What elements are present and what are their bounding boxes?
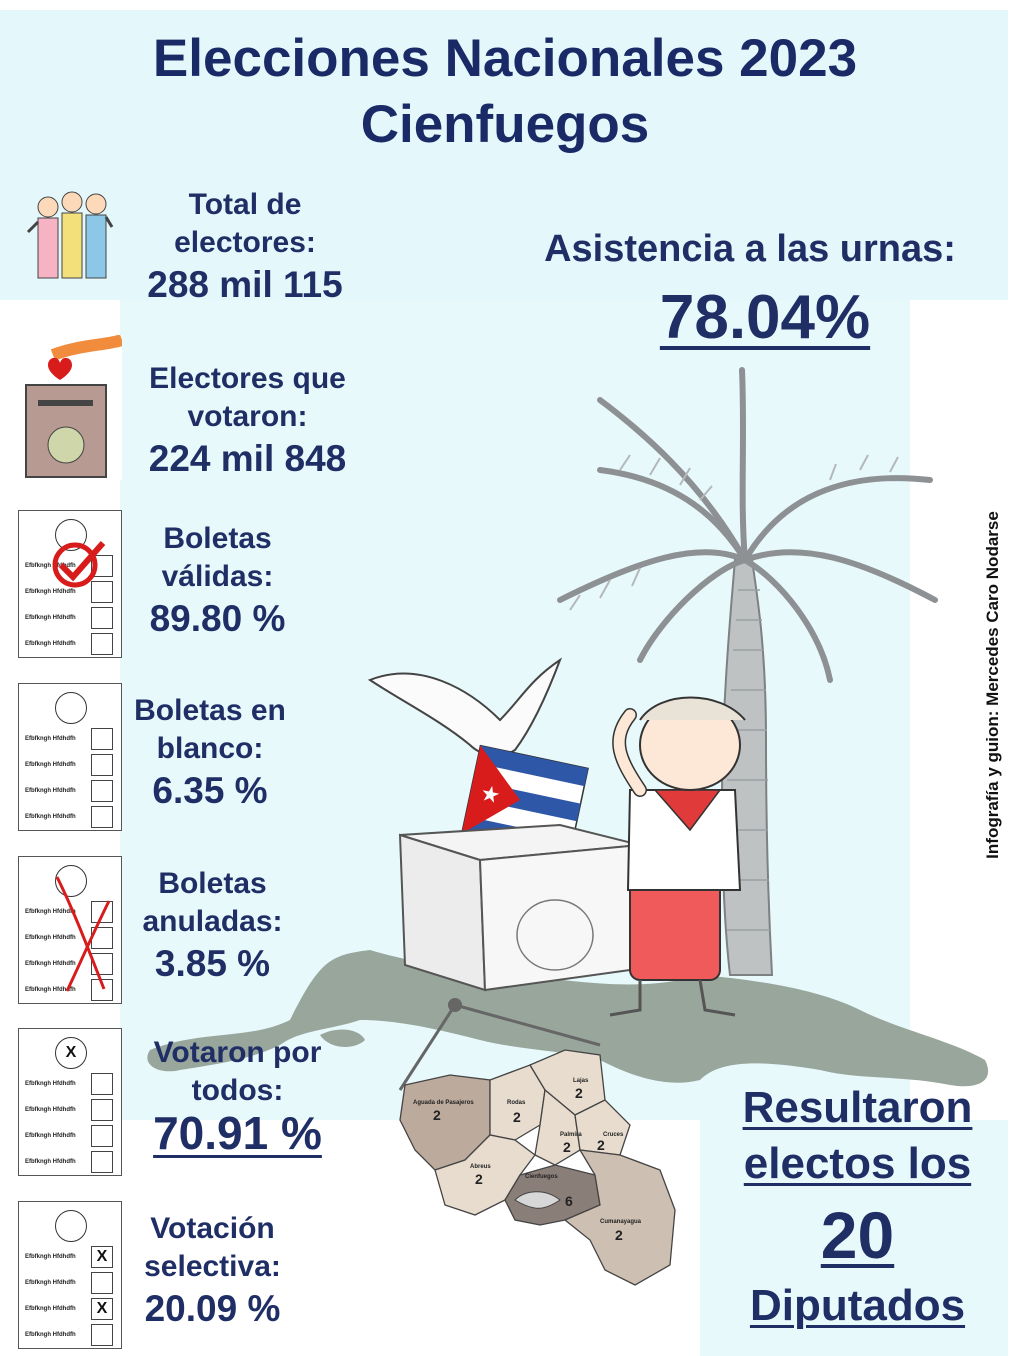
dove (367, 657, 563, 757)
stat-blank-value: 6.35 % (152, 770, 268, 811)
red-check-icon (52, 541, 106, 588)
stat-selective-value: 20.09 % (144, 1288, 281, 1329)
stat-total-electors: Total de electores: 288 mil 115 (120, 186, 370, 308)
palm-fronds (557, 367, 938, 683)
stat-blank-ballots: Boletas en blanco: 6.35 % (125, 692, 295, 814)
svg-text:2: 2 (615, 1227, 623, 1243)
attendance-value: 78.04% (659, 283, 871, 352)
red-cross-icon (55, 876, 111, 992)
pioneer-boy (609, 696, 746, 1017)
page-title: Elecciones Nacionales 2023 Cienfuegos (0, 26, 1010, 158)
stat-voted-all: Votaron por todos: 70.91 % (135, 1034, 340, 1156)
title-line-1: Elecciones Nacionales 2023 (152, 29, 858, 88)
stat-valid-value: 89.80 % (149, 598, 286, 639)
svg-text:2: 2 (433, 1107, 441, 1123)
result-line-1: Resultaron (742, 1083, 973, 1132)
electors-people-icon (18, 172, 122, 300)
svg-text:Abreus: Abreus (470, 1164, 491, 1170)
ballot-box-icon (18, 335, 122, 480)
stat-voters: Electores que votaron: 224 mil 848 (120, 360, 375, 482)
stat-voters-label: Electores que votaron: (149, 362, 346, 433)
svg-text:2: 2 (475, 1171, 483, 1187)
ballot-valid-icon: Efbfkngh Hfdhdfh Efbfkngh Hfdhdfh Efbfkn… (18, 510, 122, 658)
attendance-label: Asistencia a las urnas: (544, 228, 956, 270)
ballot-annulled-icon: Efbfkngh Hfdhdfh Efbfkngh Hfdhdfh Efbfkn… (18, 856, 122, 1004)
svg-text:2: 2 (597, 1137, 605, 1153)
result-line-2: electos los (743, 1139, 972, 1188)
svg-text:Cumanayagua: Cumanayagua (600, 1219, 642, 1225)
ballot-all-icon: X Efbfkngh Hfdhdfh Efbfkngh Hfdhdfh Efbf… (18, 1028, 122, 1176)
credit-text: Infografía y guion: Mercedes Caro Nodars… (983, 511, 1002, 859)
credit-vertical: Infografía y guion: Mercedes Caro Nodars… (978, 490, 1008, 880)
svg-text:Cienfuegos: Cienfuegos (525, 1174, 558, 1180)
svg-text:Palmira: Palmira (560, 1132, 582, 1138)
svg-text:Lajas: Lajas (573, 1078, 589, 1084)
svg-text:Aguada de Pasajeros: Aguada de Pasajeros (413, 1100, 474, 1106)
stat-valid-label: Boletas válidas: (161, 522, 274, 593)
svg-text:2: 2 (513, 1109, 521, 1125)
map-cruces (574, 1099, 631, 1156)
svg-text:Rodas: Rodas (507, 1100, 526, 1106)
cienfuegos-map: Aguada de Pasajeros 2 Rodas 2 Lajas 2 Pa… (399, 1049, 676, 1286)
stat-blank-label: Boletas en blanco: (134, 694, 286, 765)
result-number: 20 (820, 1198, 895, 1272)
stat-annulled-label: Boletas anuladas: (142, 867, 283, 938)
map-cumanayagua (563, 1149, 676, 1286)
stat-selective: Votación selectiva: 20.09 % (130, 1210, 295, 1332)
stat-selective-label: Votación selectiva: (144, 1212, 281, 1283)
svg-text:2: 2 (563, 1139, 571, 1155)
stat-annulled-ballots: Boletas anuladas: 3.85 % (130, 865, 295, 987)
ballot-blank-icon: Efbfkngh Hfdhdfh Efbfkngh Hfdhdfh Efbfkn… (18, 683, 122, 831)
svg-text:6: 6 (565, 1193, 573, 1209)
result-background (700, 1120, 1008, 1356)
header-background (0, 10, 1008, 300)
ballot-selective-icon: Efbfkngh Hfdhdfh X Efbfkngh Hfdhdfh Efbf… (18, 1201, 122, 1349)
stat-total-value: 288 mil 115 (147, 264, 343, 305)
stat-all-label: Votaron por todos: (153, 1036, 322, 1107)
stat-voters-value: 224 mil 848 (148, 438, 347, 479)
result-line-3: Diputados (749, 1281, 966, 1330)
stat-all-value: 70.91 % (153, 1107, 322, 1159)
svg-text:2: 2 (575, 1085, 583, 1101)
title-line-2: Cienfuegos (360, 95, 650, 154)
stat-total-label: Total de electores: (174, 188, 316, 259)
result-block: Resultaron electos los 20 Diputados (715, 1080, 1000, 1334)
island-shape (147, 950, 989, 1087)
svg-text:Cruces: Cruces (603, 1132, 624, 1138)
stat-valid-ballots: Boletas válidas: 89.80 % (130, 520, 305, 642)
stat-annulled-value: 3.85 % (154, 943, 271, 984)
